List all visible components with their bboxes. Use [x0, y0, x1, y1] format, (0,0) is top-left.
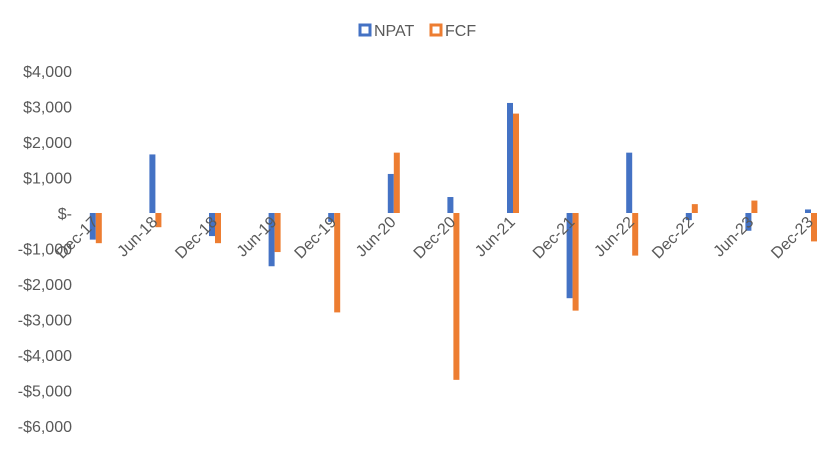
x-tick-label: Jun-22: [591, 214, 638, 261]
y-tick-label: -$6,000: [18, 419, 72, 436]
bar-fcf-dec-22: [691, 204, 698, 213]
bar-fcf-jun-21: [513, 113, 519, 213]
bar-npat-jun-20: [387, 173, 394, 213]
y-tick-label: -$1,000: [18, 242, 72, 259]
bar-npat-jun-18: [149, 154, 156, 213]
legend-swatch-npat: [358, 23, 372, 37]
bar-fcf-dec-18: [215, 213, 221, 244]
legend-label-fcf: FCF: [445, 23, 476, 40]
bar-npat-dec-19: [328, 213, 335, 222]
y-tick-label: $-: [58, 206, 72, 223]
y-tick-label: -$4,000: [18, 348, 72, 365]
bar-fcf-dec-19: [334, 213, 341, 313]
legend-label-npat: NPAT: [374, 23, 415, 40]
y-tick-label: $2,000: [23, 135, 72, 152]
y-tick-label: -$5,000: [18, 384, 72, 401]
x-tick-label: Jun-23: [711, 214, 758, 261]
bar-fcf-dec-21: [572, 213, 579, 311]
bars: [89, 102, 817, 380]
bar-npat-jun-21: [507, 102, 513, 213]
legend: NPAT FCF: [358, 23, 476, 40]
bar-fcf-dec-20: [453, 213, 460, 380]
bar-npat-dec-20: [447, 197, 454, 213]
y-tick-label: -$2,000: [18, 277, 72, 294]
bar-fcf-jun-19: [274, 213, 281, 253]
x-tick-label: Jun-21: [472, 214, 519, 261]
legend-swatch-fcf: [429, 23, 443, 37]
bar-npat-dec-21: [566, 213, 573, 299]
y-tick-label: $4,000: [23, 64, 72, 81]
bar-fcf-jun-18: [155, 213, 162, 228]
x-axis: Dec-17 Jun-18 Dec-18 Jun-19 Dec-19 Jun-20 Dec-…: [53, 214, 817, 263]
bar-npat-dec-23: [805, 209, 811, 213]
bar-fcf-dec-17: [95, 213, 102, 244]
bar-fcf-jun-20: [393, 152, 400, 213]
x-tick-label: Jun-18: [115, 214, 162, 261]
bar-fcf-jun-23: [751, 200, 758, 213]
y-axis: $4,000 $3,000 $2,000 $1,000 $- -$1,000 -$2,000…: [18, 64, 72, 436]
bar-fcf-dec-23: [811, 213, 817, 242]
x-tick-label: Dec-23: [768, 214, 817, 263]
y-tick-label: -$3,000: [18, 313, 72, 330]
x-tick-label: Dec-18: [172, 214, 221, 263]
x-tick-label: Jun-20: [353, 214, 400, 261]
bar-npat-dec-17: [89, 213, 96, 240]
bar-npat-dec-22: [685, 213, 692, 221]
bar-fcf-jun-22: [632, 213, 639, 256]
bar-npat-dec-18: [209, 213, 215, 237]
y-tick-label: $3,000: [23, 100, 72, 117]
bar-npat-jun-23: [745, 213, 752, 231]
bar-npat-jun-19: [268, 213, 275, 267]
x-tick-label: Dec-19: [292, 214, 341, 263]
y-tick-label: $1,000: [23, 171, 72, 188]
x-tick-label: Dec-20: [411, 214, 460, 263]
bar-npat-jun-22: [626, 152, 633, 213]
x-tick-label: Dec-22: [649, 214, 698, 263]
